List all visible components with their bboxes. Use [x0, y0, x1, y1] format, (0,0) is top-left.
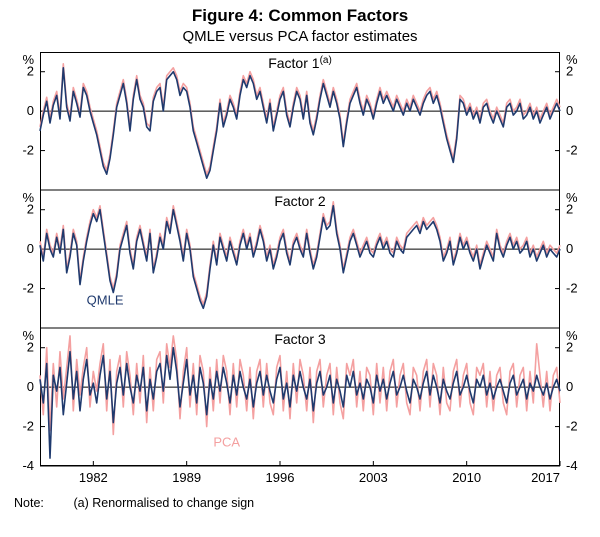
title-block: Figure 4: Common Factors QMLE versus PCA…	[0, 0, 600, 45]
chart-svg: -2-20022%%Factor 1(a)-2-20022%%Factor 2Q…	[0, 52, 600, 484]
svg-text:-4: -4	[22, 458, 34, 473]
svg-text:-2: -2	[22, 419, 34, 434]
svg-text:%: %	[22, 190, 34, 205]
note-text: (a) Renormalised to change sign	[73, 496, 254, 510]
svg-text:0: 0	[566, 241, 573, 256]
svg-text:0: 0	[27, 103, 34, 118]
svg-text:2017: 2017	[531, 470, 560, 484]
svg-text:-2: -2	[22, 281, 34, 296]
svg-text:1982: 1982	[79, 470, 108, 484]
svg-text:-2: -2	[566, 281, 578, 296]
svg-text:2010: 2010	[452, 470, 481, 484]
svg-text:-2: -2	[22, 143, 34, 158]
svg-text:Factor 1(a): Factor 1(a)	[268, 55, 332, 72]
figure-subtitle: QMLE versus PCA factor estimates	[0, 28, 600, 45]
svg-text:%: %	[566, 190, 578, 205]
svg-text:-2: -2	[566, 143, 578, 158]
svg-text:0: 0	[566, 379, 573, 394]
svg-text:%: %	[22, 328, 34, 343]
note-label: Note:	[14, 496, 70, 510]
svg-text:Factor 3: Factor 3	[274, 331, 326, 347]
chart-area: -2-20022%%Factor 1(a)-2-20022%%Factor 2Q…	[40, 52, 560, 484]
svg-text:0: 0	[27, 241, 34, 256]
svg-text:%: %	[566, 52, 578, 67]
svg-text:2003: 2003	[359, 470, 388, 484]
svg-text:0: 0	[27, 379, 34, 394]
svg-text:1989: 1989	[172, 470, 201, 484]
figure-container: Figure 4: Common Factors QMLE versus PCA…	[0, 0, 600, 537]
svg-text:%: %	[22, 52, 34, 67]
svg-text:1996: 1996	[266, 470, 295, 484]
svg-text:-2: -2	[566, 419, 578, 434]
svg-text:-4: -4	[566, 458, 578, 473]
svg-text:0: 0	[566, 103, 573, 118]
figure-title: Figure 4: Common Factors	[0, 6, 600, 26]
svg-text:QMLE: QMLE	[87, 292, 124, 307]
svg-text:%: %	[566, 328, 578, 343]
svg-text:PCA: PCA	[213, 434, 240, 449]
figure-note: Note: (a) Renormalised to change sign	[14, 496, 254, 510]
svg-text:Factor 2: Factor 2	[274, 193, 326, 209]
